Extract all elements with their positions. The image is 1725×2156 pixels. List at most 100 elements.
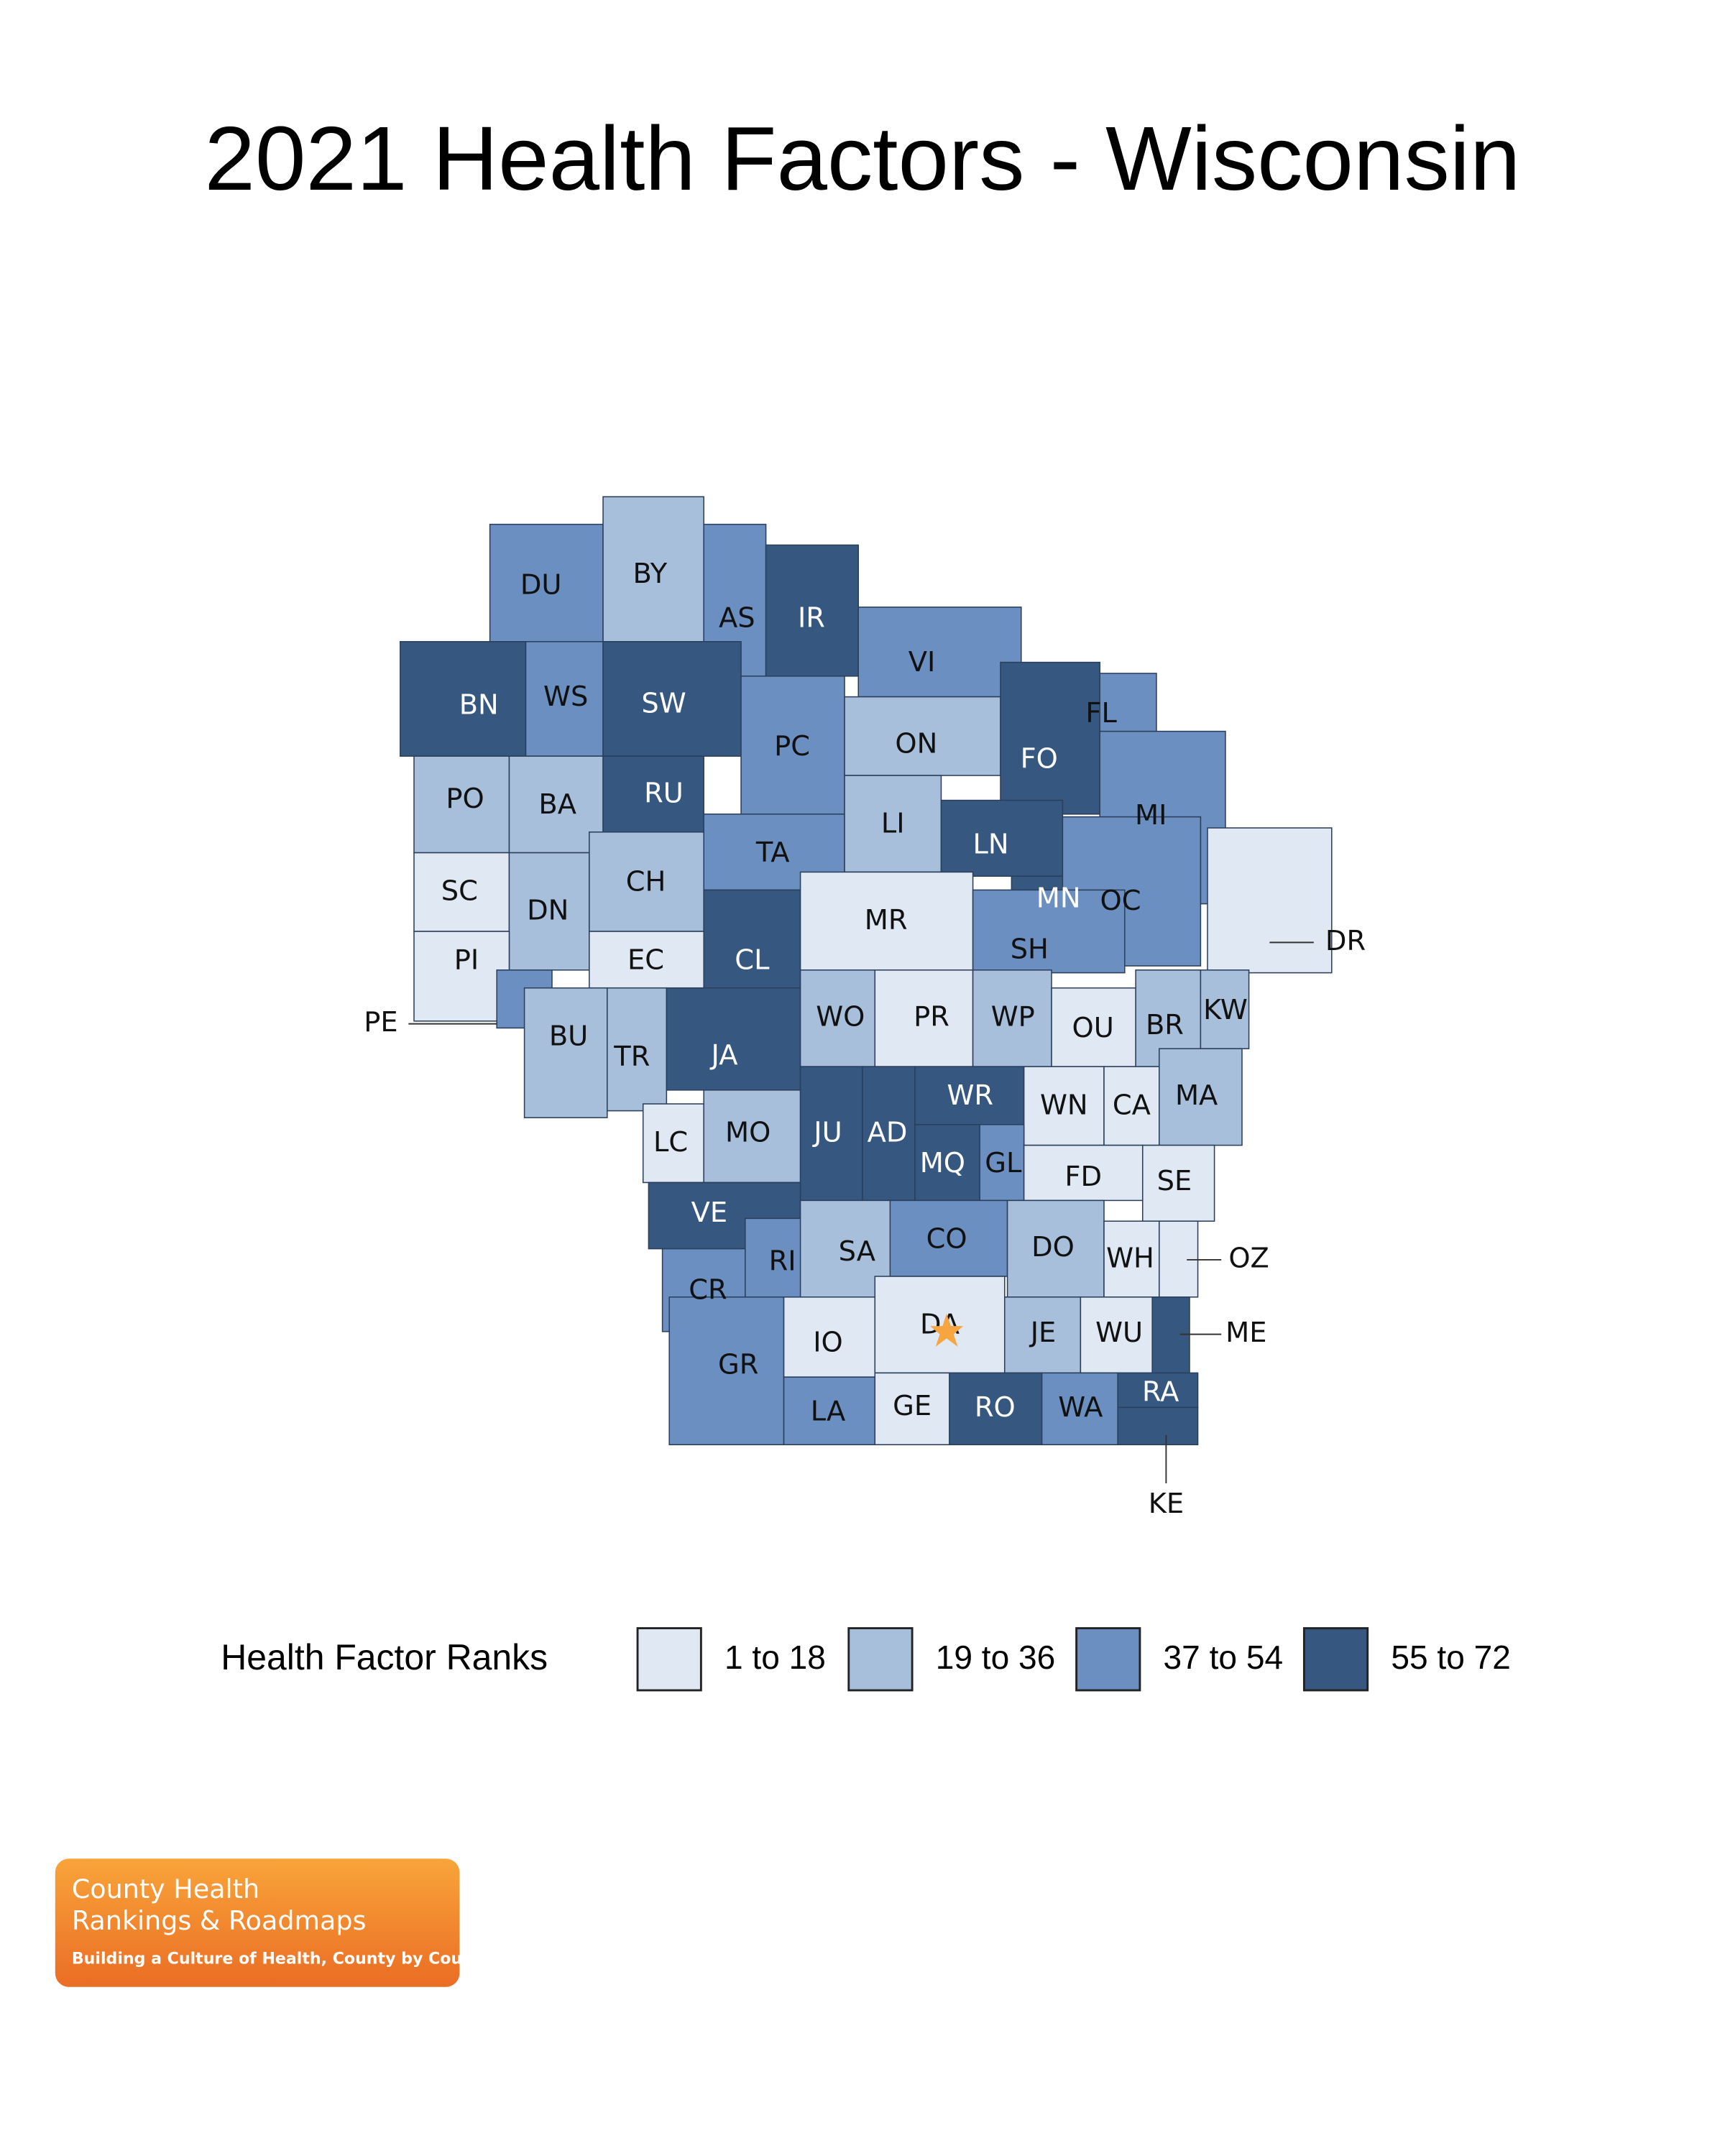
county-label: IO [813,1327,843,1359]
county [857,607,1022,698]
county [844,775,942,873]
county-label: LI [881,808,905,840]
county-label: ON [895,727,937,760]
county-label: WS [543,681,588,713]
county-label: WN [1040,1089,1088,1121]
county-label: VI [908,646,936,678]
county-label: WO [816,1000,865,1033]
county [642,1103,704,1184]
county [1023,1144,1144,1202]
county-label: VE [691,1197,728,1229]
county [489,523,604,642]
county-label: WA [1058,1391,1103,1424]
county-label: PR [914,1000,949,1033]
county-label: AD [868,1117,908,1149]
county-label: OC [1100,885,1141,917]
county-label: RU [644,777,684,809]
county [1200,969,1250,1049]
county [1151,1296,1190,1374]
county-label: PC [774,730,810,763]
county [668,1296,785,1446]
county [1080,1296,1153,1374]
legend-swatch [1302,1627,1369,1692]
county-label: JE [1029,1317,1057,1349]
county [949,1372,1043,1446]
county-label: LA [811,1396,846,1428]
county-label: IR [798,602,825,635]
capital-star [930,1313,964,1347]
county-label: CR [689,1274,727,1307]
county-label: RA [1142,1376,1179,1409]
logo-line: County Health [72,1874,259,1904]
legend-label: 37 to 54 [1164,1639,1284,1676]
logo-tagline: Building a Culture of Health, County by … [72,1950,492,1968]
county-label: CO [926,1223,967,1256]
county-label: TR [613,1041,650,1073]
county-label: SH [1011,933,1049,965]
county-label: CA [1113,1089,1151,1121]
county [844,696,1001,776]
county [799,969,876,1067]
county-label: SA [839,1235,875,1268]
county [940,799,1064,877]
county-label: CL [735,944,770,977]
county [1117,1406,1199,1446]
county [874,1276,1006,1374]
county-label: BN [459,689,499,722]
county-label: MO [725,1117,770,1149]
county-label: GL [985,1147,1022,1179]
county [862,1066,916,1202]
county-label: GR [718,1348,758,1381]
county-label: SW [641,688,686,720]
county-label: WR [947,1079,993,1112]
legend-label: 19 to 36 [936,1639,1056,1676]
county [523,987,608,1118]
county-label: KE [1149,1488,1184,1520]
legend-title: Health Factor Ranks [221,1637,548,1677]
county [1103,1220,1160,1298]
county [1023,1066,1105,1146]
county-label: BA [538,788,576,821]
county [783,1376,876,1446]
county-label: RI [769,1245,796,1277]
legend: Health Factor Ranks 1 to 18 19 to 36 37 to… [221,1627,1511,1692]
county [602,755,704,833]
county-label: MI [1135,799,1167,831]
county-label: PE [364,1006,397,1038]
county [1207,827,1333,974]
legend-swatch [847,1627,914,1692]
county [508,852,590,971]
county [589,831,704,932]
county-label: PO [446,783,484,815]
county-label: OU [1072,1012,1113,1044]
county-label: DU [520,569,562,602]
county-label: BY [632,558,667,590]
county [1117,1372,1199,1409]
county [914,1124,980,1202]
county [1159,1048,1243,1146]
county [703,1089,801,1184]
county-label: DN [527,895,569,927]
legend-label: 1 to 18 [724,1639,826,1676]
county-label: WU [1095,1317,1143,1349]
county-label: SC [441,875,478,908]
county-label: MQ [920,1147,965,1179]
county-label: FL [1085,697,1117,729]
county-label: MN [1036,882,1081,914]
county [979,1124,1025,1202]
label-layer: DU BY AS IR VI FL BN WS SW PC ON FO MI PO BA RU TA LI LN MN… [364,558,1366,1520]
county-layer [400,496,1333,1446]
county-label: ME [1225,1317,1266,1349]
county-label: DO [1031,1231,1075,1263]
county-label: AS [719,602,755,635]
county [972,889,1126,974]
county-label: JA [710,1039,738,1072]
county [602,641,742,757]
county-label: SE [1157,1165,1192,1197]
county-label: LN [973,828,1009,860]
county [799,1066,863,1202]
county-label: RO [975,1391,1016,1424]
county-label: WP [991,1000,1035,1033]
